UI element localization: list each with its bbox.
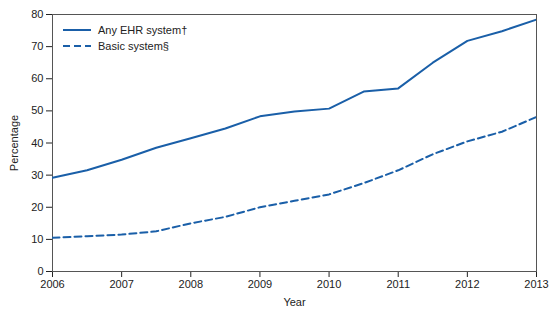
svg-text:60: 60 bbox=[31, 72, 43, 84]
svg-text:30: 30 bbox=[31, 169, 43, 181]
svg-text:Year: Year bbox=[283, 296, 306, 308]
svg-text:70: 70 bbox=[31, 40, 43, 52]
svg-text:2013: 2013 bbox=[524, 278, 548, 290]
svg-text:2008: 2008 bbox=[179, 278, 203, 290]
svg-text:0: 0 bbox=[37, 265, 43, 277]
svg-text:2007: 2007 bbox=[109, 278, 133, 290]
svg-text:2012: 2012 bbox=[455, 278, 479, 290]
svg-text:2011: 2011 bbox=[386, 278, 410, 290]
svg-text:80: 80 bbox=[31, 8, 43, 20]
svg-text:Percentage: Percentage bbox=[8, 115, 20, 171]
svg-text:2010: 2010 bbox=[317, 278, 341, 290]
html-text:Any EHR system†: Any EHR system† bbox=[98, 24, 188, 36]
svg-text:50: 50 bbox=[31, 104, 43, 116]
svg-text:40: 40 bbox=[31, 137, 43, 149]
svg-text:20: 20 bbox=[31, 201, 43, 213]
html-text:Basic system§: Basic system§ bbox=[98, 40, 169, 52]
svg-text:2006: 2006 bbox=[40, 278, 64, 290]
svg-text:2009: 2009 bbox=[248, 278, 272, 290]
svg-text:10: 10 bbox=[31, 233, 43, 245]
